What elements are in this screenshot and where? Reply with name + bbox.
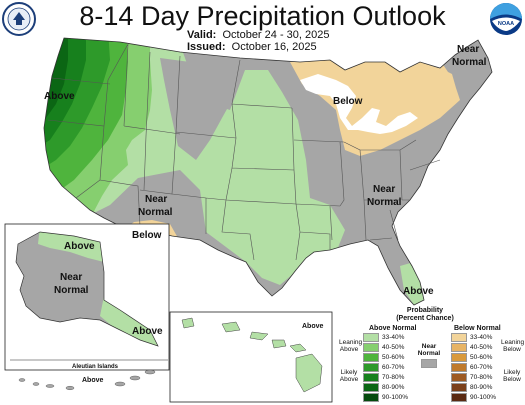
legend-above-row: 60-70% [363,363,404,372]
label-below-sw: Below [132,230,162,241]
legend-above-row: 90-100% [363,393,408,402]
legend-title: Probability (Percent Chance) [396,307,454,322]
state-boundaries [43,37,493,306]
legend-below-swatch [451,333,467,342]
label-near-ne-2: Normal [452,57,487,68]
legend-below-row: 80-90% [451,383,492,392]
label-below-great-lakes: Below [333,96,363,107]
label-ak-above-se: Above [132,326,163,337]
great-lakes [300,74,418,134]
label-near-se-1: Near [373,184,395,195]
legend-above-swatch [363,393,379,402]
label-near-sw-2: Normal [138,207,173,218]
legend-below-row: 60-70% [451,363,492,372]
legend-above-swatch [363,333,379,342]
label-ak-near-2: Normal [54,285,89,296]
legend-below-row: 90-100% [451,393,496,402]
legend-above-row: 80-90% [363,383,404,392]
legend-below-header: Below Normal [454,325,501,332]
label-aleutian-above: Above [82,377,104,384]
legend-near-normal: Near Normal [417,343,441,357]
legend-below-range-label: 70-80% [470,374,493,381]
legend-below-row: 40-50% [451,343,492,352]
near-normal-ne [440,40,492,80]
svg-text:NOAA: NOAA [498,21,514,27]
label-hawaii-above: Above [302,323,324,330]
legend-above-swatch [363,373,379,382]
legend-above-range-label: 70-80% [382,374,405,381]
legend-above-swatch [363,363,379,372]
legend-below-swatch [451,393,467,402]
legend-below-range-label: 50-60% [470,354,493,361]
aleutian-title: Aleutian Islands [72,364,119,370]
legend-below-range-label: 60-70% [470,364,493,371]
legend-above-range-label: 80-90% [382,384,405,391]
legend-above-range-label: 50-60% [382,354,405,361]
legend-below-swatch [451,353,467,362]
legend: Probability (Percent Chance) Above Normal… [339,307,525,403]
valid-label: Valid: [187,29,217,41]
legend-below-range-label: 40-50% [470,344,493,351]
legend-below-row: 33-40% [451,333,492,342]
legend-below-swatch [451,373,467,382]
legend-below-row: 70-80% [451,373,492,382]
page-title: 8-14 Day Precipitation Outlook [79,1,446,31]
legend-above-swatch [363,383,379,392]
legend-above-range-label: 40-50% [382,344,405,351]
noaa-logo-icon: NOAA [490,3,522,35]
label-near-se-2: Normal [367,197,402,208]
legend-above-range-label: 60-70% [382,364,405,371]
legend-below-swatch [451,363,467,372]
legend-above-swatch [363,353,379,362]
doc-seal-icon [2,2,36,36]
legend-likely-below: Likely Below [503,369,521,383]
legend-likely-above: Likely Above [339,369,359,383]
near-normal-interior [160,58,232,160]
label-above-west: Above [44,91,75,102]
label-ak-near-1: Near [60,272,82,283]
legend-below-range-label: 90-100% [470,394,497,401]
legend-below-range-label: 80-90% [470,384,493,391]
legend-near-normal-swatch [421,359,437,368]
legend-above-header: Above Normal [369,325,417,332]
legend-above-range-label: 90-100% [382,394,409,401]
valid-value: October 24 - 30, 2025 [222,29,330,41]
legend-above-row: 33-40% [363,333,404,342]
legend-above-swatch [363,343,379,352]
legend-below-range-label: 33-40% [470,334,493,341]
legend-leaning-above: Leaning Above [339,339,363,353]
legend-above-row: 40-50% [363,343,404,352]
aleutian-islands [18,369,156,391]
legend-below-swatch [451,383,467,392]
label-above-fl: Above [403,286,434,297]
legend-above-row: 70-80% [363,373,404,382]
legend-above-range-label: 33-40% [382,334,405,341]
valid-row: Valid: October 24 - 30, 2025 [187,29,329,41]
label-near-ne-1: Near [457,44,479,55]
issued-value: October 16, 2025 [231,41,317,53]
hawaii-islands [181,317,323,393]
legend-above-row: 50-60% [363,353,404,362]
legend-below-row: 50-60% [451,353,492,362]
legend-below-swatch [451,343,467,352]
issued-label: Issued: [187,41,226,53]
issued-row: Issued: October 16, 2025 [187,41,317,53]
label-near-sw-1: Near [145,194,167,205]
label-ak-above-north: Above [64,241,95,252]
legend-leaning-below: Leaning Below [501,339,525,353]
